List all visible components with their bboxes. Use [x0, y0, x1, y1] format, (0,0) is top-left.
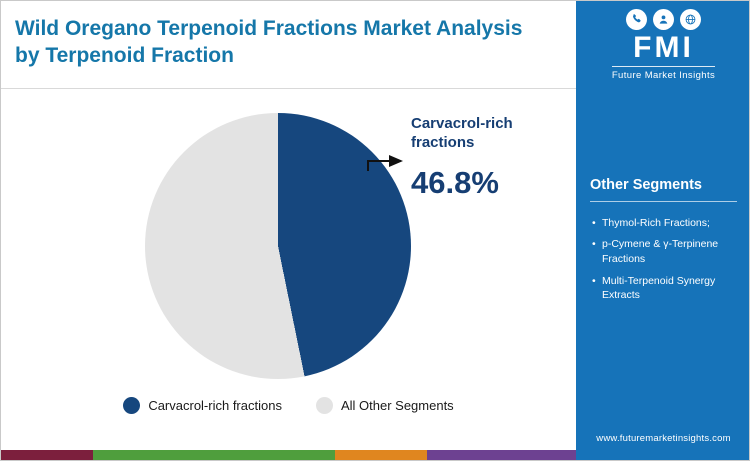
fmi-logo-name: Future Market Insights: [611, 65, 716, 81]
list-item: Multi-Terpenoid Synergy Extracts: [592, 274, 739, 303]
slice-annotation: Carvacrol-rich fractions 46.8%: [411, 115, 551, 201]
page-title: Wild Oregano Terpenoid Fractions Market …: [15, 17, 523, 68]
globe-icon: [680, 9, 701, 30]
header: Wild Oregano Terpenoid Fractions Market …: [1, 1, 576, 89]
list-item: Thymol-Rich Fractions;: [592, 216, 739, 231]
legend: Carvacrol-rich fractions All Other Segme…: [1, 397, 576, 414]
legend-label: Carvacrol-rich fractions: [148, 398, 282, 413]
website-url: www.futuremarketinsights.com: [596, 433, 731, 444]
sidebar: FMI Future Market Insights Other Segment…: [576, 1, 749, 460]
fmi-logo: FMI Future Market Insights: [576, 1, 749, 81]
legend-dot-carvacrol: [123, 397, 141, 414]
other-segments-heading: Other Segments: [590, 177, 737, 202]
main-area: Wild Oregano Terpenoid Fractions Market …: [1, 1, 576, 452]
strip-segment: [93, 450, 335, 460]
strip-segment: [426, 450, 576, 460]
strip-segment: [1, 450, 93, 460]
phone-icon: [626, 9, 647, 30]
legend-item: All Other Segments: [315, 397, 454, 414]
fmi-logo-text: FMI: [633, 31, 694, 64]
legend-dot-other: [315, 397, 333, 414]
strip-segment: [334, 450, 427, 460]
footer-strip: [1, 450, 576, 460]
slice-annotation-value: 46.8%: [411, 164, 499, 200]
other-segments-list: Thymol-Rich Fractions; p-Cymene & γ-Terp…: [592, 216, 739, 303]
legend-label: All Other Segments: [340, 398, 454, 413]
legend-item: Carvacrol-rich fractions: [123, 397, 282, 414]
list-item: p-Cymene & γ-Terpinene Fractions: [592, 237, 739, 266]
callout-arrow-icon: [367, 155, 403, 171]
slice-annotation-label: Carvacrol-rich fractions: [411, 115, 513, 151]
fmi-logo-icons: [626, 9, 701, 30]
pie-chart: [145, 113, 411, 379]
analyst-icon: [653, 9, 674, 30]
